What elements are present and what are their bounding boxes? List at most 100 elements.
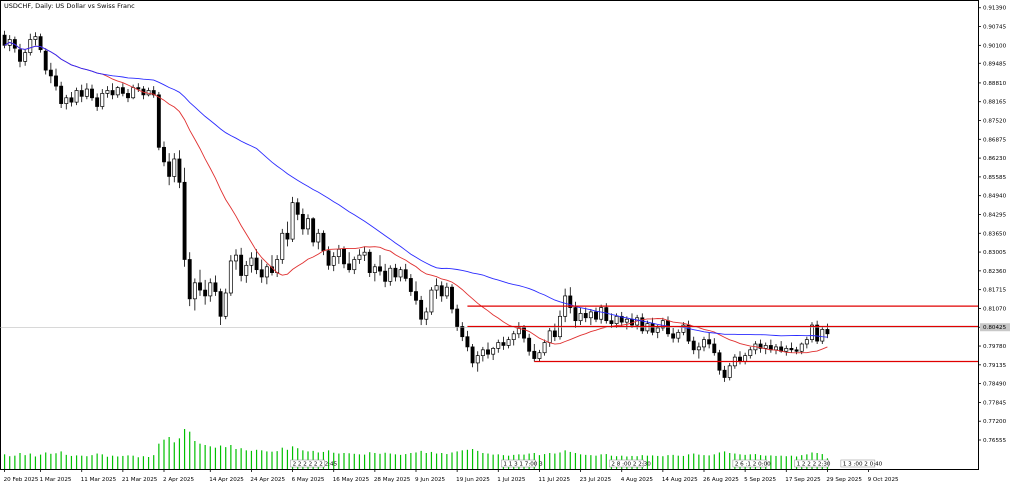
y-tick-label: 0.81715 — [983, 288, 1007, 294]
candle-body — [28, 39, 33, 53]
candle — [110, 83, 115, 100]
candle-body — [763, 345, 768, 349]
candle — [95, 93, 100, 111]
candle — [172, 153, 177, 183]
candle-body — [414, 291, 418, 301]
candle-body — [120, 87, 125, 94]
candle-body — [784, 348, 789, 352]
candle — [491, 346, 496, 361]
candle-body — [321, 232, 326, 252]
candle-body — [223, 292, 228, 317]
session-marker-label: 1 1 3 1 7:00 3 — [503, 462, 543, 468]
y-tick-label: 0.85585 — [983, 175, 1007, 181]
candle-body — [378, 266, 382, 272]
candle — [64, 94, 69, 110]
candle-body — [2, 34, 7, 46]
candle-body — [280, 232, 285, 260]
candle-body — [326, 250, 331, 266]
x-axis: 20 Feb 2025 1 Mar 2025 11 Mar 2025 21 Mar 2… — [4, 469, 899, 483]
candle — [820, 326, 825, 344]
y-tick-label: 0.77200 — [983, 419, 1007, 425]
candle — [290, 196, 295, 243]
candle-body — [516, 327, 521, 335]
candle-body — [259, 269, 264, 278]
candle — [295, 198, 300, 221]
candle — [228, 255, 233, 296]
candle — [486, 342, 490, 359]
candle-body — [316, 232, 321, 243]
candle — [455, 304, 460, 331]
current-price-box — [980, 323, 1010, 332]
candle-body — [681, 324, 686, 333]
candle — [372, 263, 377, 282]
candle-body — [624, 318, 629, 323]
y-tick-label: 0.88810 — [983, 81, 1007, 87]
candle-body — [486, 349, 490, 355]
candle — [59, 81, 64, 108]
candle — [429, 287, 434, 315]
candle — [403, 263, 408, 282]
candle-body — [126, 93, 130, 99]
candle-body — [192, 282, 197, 300]
candle-body — [244, 264, 249, 276]
candle — [2, 30, 7, 49]
candle — [696, 342, 701, 359]
candle-body — [578, 313, 583, 322]
candle — [789, 342, 794, 353]
candle — [326, 246, 331, 270]
candle — [69, 91, 74, 107]
candle-body — [434, 285, 439, 291]
candle — [378, 255, 382, 276]
candle — [280, 228, 285, 264]
candle — [239, 247, 244, 282]
candle-body — [496, 342, 501, 349]
candle — [74, 87, 79, 106]
candle — [599, 304, 604, 324]
candle — [465, 330, 470, 352]
candle-body — [69, 97, 74, 103]
candle — [444, 282, 449, 299]
candle — [691, 336, 696, 355]
candle — [43, 48, 48, 75]
candle — [234, 249, 238, 270]
candle-body — [239, 254, 244, 276]
y-tick-label: 0.84940 — [983, 194, 1007, 200]
candle-body — [48, 69, 53, 77]
candle — [748, 346, 753, 359]
candle-body — [419, 299, 424, 320]
y-tick-label: 0.79135 — [983, 363, 1007, 369]
x-tick-label: 1 Jul 2025 — [497, 477, 526, 483]
plot-frame — [0, 0, 979, 470]
candle — [810, 322, 814, 343]
candle-body — [470, 346, 475, 364]
candle-body — [604, 307, 609, 322]
y-tick-label: 0.84295 — [983, 212, 1007, 218]
x-tick-label: 21 Mar 2025 — [122, 477, 158, 483]
candle — [424, 307, 429, 326]
y-tick-label: 0.86230 — [983, 156, 1007, 162]
session-marker-box — [732, 459, 768, 468]
session-marker-box — [840, 459, 876, 468]
candle — [187, 252, 192, 307]
candle-body — [439, 285, 444, 297]
candle — [208, 278, 213, 302]
candle-body — [167, 161, 172, 177]
candle — [506, 336, 511, 349]
candle-body — [357, 254, 362, 260]
y-axis: 0.91390 0.90745 0.90100 0.89485 0.88810 0.881… — [978, 6, 1010, 444]
candle — [568, 287, 573, 314]
x-tick-label: 1 Mar 2025 — [40, 477, 72, 483]
candle-body — [264, 266, 269, 278]
candle-body — [491, 348, 496, 355]
candle-body — [342, 248, 346, 265]
x-tick-label: 26 Aug 2025 — [703, 477, 739, 483]
session-marker-box — [609, 459, 644, 468]
x-tick-label: 14 Aug 2025 — [662, 477, 698, 483]
candle — [115, 86, 120, 98]
candle-body — [619, 315, 624, 323]
candle-body — [64, 97, 69, 104]
session-marker: 1 2 2 2 2:30 — [794, 459, 831, 468]
candle — [331, 252, 336, 272]
candle — [33, 32, 38, 46]
